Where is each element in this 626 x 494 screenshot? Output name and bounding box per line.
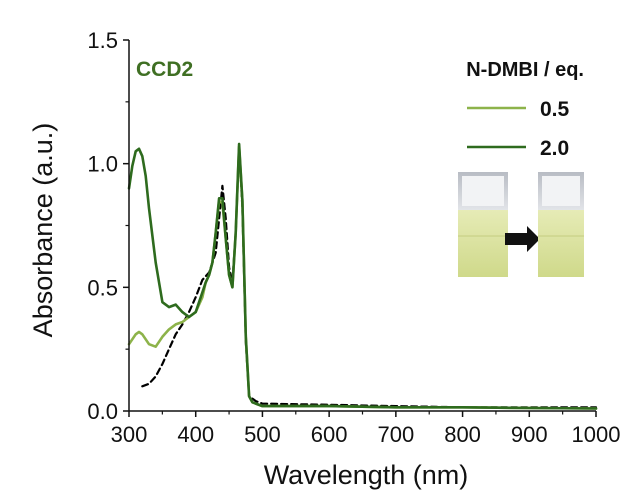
legend: N-DMBI / eq. 0.5 2.0 [466, 59, 584, 160]
legend-title: N-DMBI / eq. [466, 59, 584, 81]
x-tick-label: 500 [244, 422, 281, 447]
x-tick-label: 700 [377, 422, 414, 447]
series-line-reference [141, 145, 598, 409]
y-tick-label: 1.0 [87, 152, 118, 177]
legend-label-2-0: 2.0 [540, 137, 569, 160]
vial-photo [458, 172, 584, 277]
vial-after [538, 172, 584, 277]
series-line-2-0 [127, 142, 598, 410]
y-axis-title: Absorbance (a.u.) [28, 123, 58, 338]
plot-lines [127, 142, 598, 410]
x-tick-label: 900 [511, 422, 548, 447]
x-tick-label: 1000 [572, 422, 621, 447]
tick-labels: 300 400 500 600 700 800 900 1000 0.0 0.5 1.0 1.5 [87, 28, 620, 447]
x-tick-label: 800 [444, 422, 481, 447]
vial-before [458, 172, 508, 277]
y-tick-label: 0.0 [87, 399, 118, 424]
x-axis-title: Wavelength (nm) [264, 460, 469, 490]
sample-label: CCD2 [136, 58, 193, 81]
y-tick-label: 0.5 [87, 275, 118, 300]
x-tick-label: 600 [311, 422, 348, 447]
axes [123, 39, 597, 417]
series-line-0-5 [127, 145, 598, 410]
x-tick-label: 400 [177, 422, 214, 447]
x-tick-label: 300 [111, 422, 148, 447]
arrow-icon [505, 226, 540, 252]
legend-label-0-5: 0.5 [540, 98, 570, 121]
y-tick-label: 1.5 [87, 28, 118, 53]
